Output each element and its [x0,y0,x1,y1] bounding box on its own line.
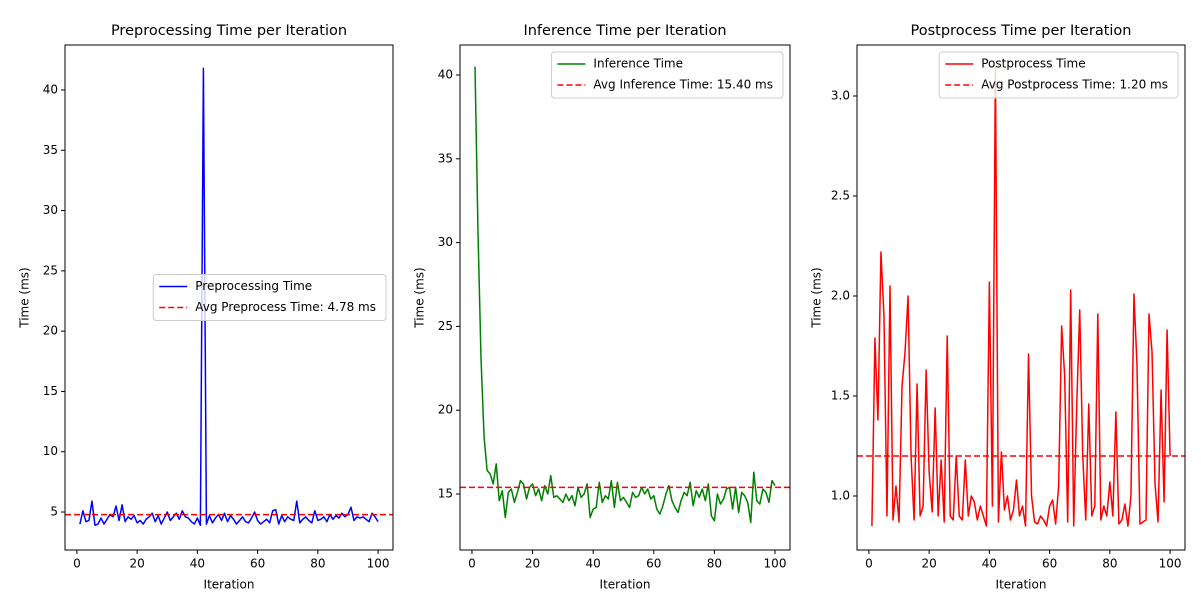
plot-area [857,65,1185,527]
legend-label: Preprocessing Time [195,279,312,293]
x-tick-label: 80 [1102,557,1117,571]
y-tick-label: 10 [43,444,58,458]
y-tick-label: 25 [438,319,453,333]
legend: Inference Time Avg Inference Time: 15.40 … [550,51,784,99]
y-tick-label: 20 [438,403,453,417]
x-tick-label: 20 [921,557,936,571]
x-axis-label: Iteration [600,578,651,592]
x-tick-label: 20 [129,557,144,571]
x-axis-label: Iteration [996,578,1047,592]
subplot: Inference Time per Iteration 0 20 40 60 80 100… [413,23,791,592]
x-tick-label: 80 [707,557,722,571]
x-tick-label: 40 [190,557,205,571]
y-axis-label: Time (ms) [18,267,32,329]
legend: Postprocess Time Avg Postprocess Time: 1.… [938,51,1179,99]
x-tick-label: 100 [764,557,787,571]
y-tick-label: 20 [43,324,58,338]
axes-frame [856,44,1186,551]
x-tick-label: 40 [982,557,997,571]
data-line [79,67,379,527]
plot-area [65,67,393,527]
subplot: Postprocess Time per Iteration 0 20 40 60 80 1… [810,23,1186,592]
x-tick-label: 20 [525,557,540,571]
legend-box [550,51,784,99]
y-tick-label: 1.0 [831,489,850,503]
legend-label: Avg Inference Time: 15.40 ms [593,78,773,92]
y-axis-label: Time (ms) [413,267,427,329]
y-tick-label: 40 [438,68,453,82]
x-tick-label: 0 [865,557,873,571]
plot-area [460,66,790,524]
chart-title: Postprocess Time per Iteration [911,23,1132,39]
y-tick-label: 3.0 [831,89,850,103]
y-tick-label: 1.5 [831,389,850,403]
x-tick-label: 40 [586,557,601,571]
x-tick-label: 0 [73,557,81,571]
y-axis-label: Time (ms) [810,267,824,329]
y-tick-label: 25 [43,263,58,277]
legend-label: Postprocess Time [981,57,1085,71]
x-axis-label: Iteration [204,578,255,592]
y-tick-label: 15 [438,487,453,501]
x-tick-label: 80 [310,557,325,571]
y-tick-label: 2.0 [831,289,850,303]
y-tick-label: 30 [43,203,58,217]
y-tick-label: 5 [50,505,58,519]
y-tick-label: 15 [43,384,58,398]
data-line [871,65,1171,527]
x-tick-label: 60 [1042,557,1057,571]
y-tick-label: 30 [438,235,453,249]
axes-frame [459,44,791,551]
data-line [474,66,776,524]
legend-box [938,51,1179,99]
x-tick-label: 60 [250,557,265,571]
y-tick-label: 2.5 [831,189,850,203]
x-tick-label: 100 [367,557,390,571]
legend-label: Avg Preprocess Time: 4.78 ms [195,300,376,314]
y-tick-label: 40 [43,82,58,96]
legend-box [152,274,387,321]
x-tick-label: 100 [1159,557,1182,571]
legend: Preprocessing Time Avg Preprocess Time: 4… [152,274,387,321]
legend-label: Avg Postprocess Time: 1.20 ms [981,78,1168,92]
axes-frame [64,44,394,551]
subplot: Preprocessing Time per Iteration 0 20 40 60 8… [18,23,394,592]
legend-label: Inference Time [593,57,683,71]
chart-title: Inference Time per Iteration [523,23,726,39]
y-tick-label: 35 [438,151,453,165]
x-tick-label: 0 [468,557,476,571]
y-tick-label: 35 [43,143,58,157]
x-tick-label: 60 [646,557,661,571]
chart-title: Preprocessing Time per Iteration [111,23,347,39]
